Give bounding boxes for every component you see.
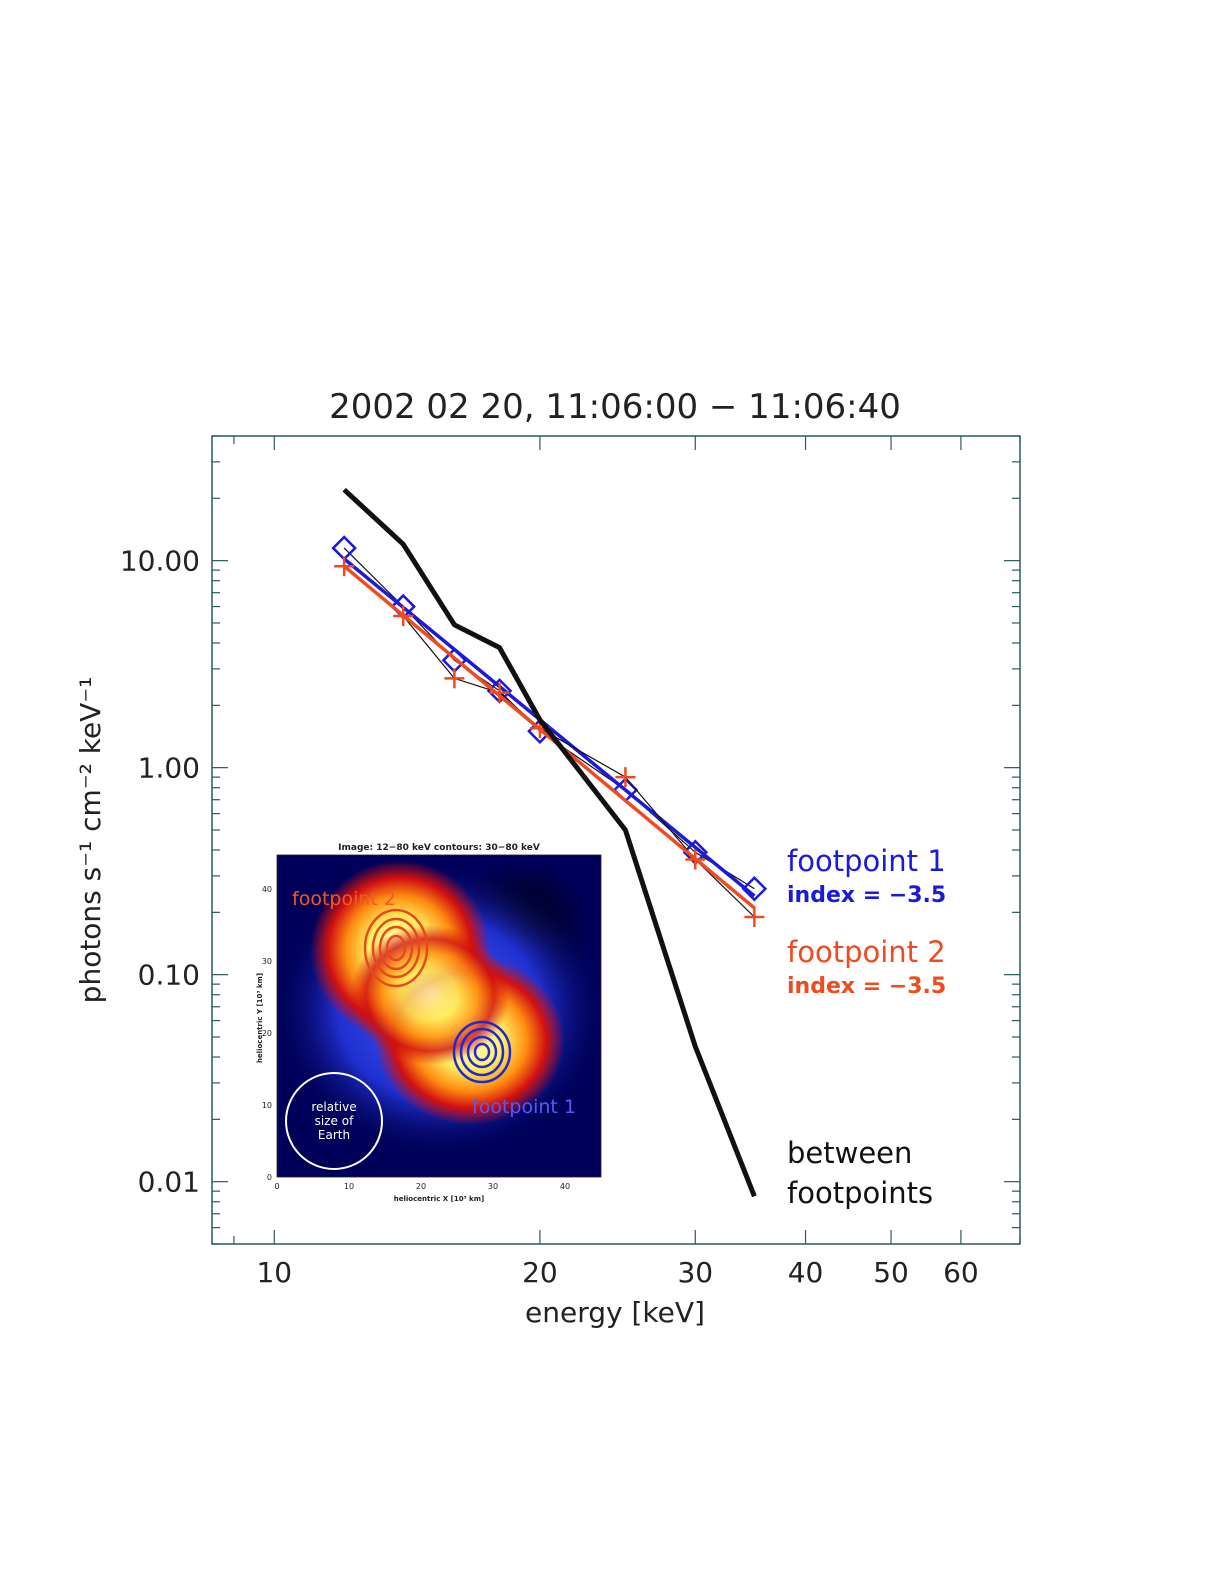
legend-between-line-2: footpoints — [787, 1176, 933, 1210]
plot-frame — [211, 435, 1021, 1245]
inset-label-footpoint-1: footpoint 1 — [472, 1096, 576, 1118]
x-tick-label: 20 — [522, 1256, 558, 1289]
inset-x-tick-label: 10 — [344, 1182, 354, 1191]
earth-label-line-2: size of — [315, 1114, 354, 1128]
x-tick-label: 60 — [943, 1256, 979, 1289]
inset-y-axis-label: heliocentric Y [10³ km] — [256, 973, 264, 1063]
inset-title: Image: 12−80 keV contours: 30−80 keV — [338, 843, 540, 853]
inset-y-tick-label: 10 — [262, 1101, 272, 1110]
y-tick-label: 10.00 — [120, 545, 200, 578]
inset-x-tick-label: 0 — [274, 1182, 279, 1191]
data-point-footpoint-1 — [741, 875, 768, 902]
x-tick-label: 30 — [677, 1256, 713, 1289]
inset-y-tick-labels: 0 10 20 30 40 — [262, 885, 272, 1182]
y-tick-labels: 0.01 0.10 1.00 10.00 — [120, 545, 200, 1199]
series-layer — [331, 487, 768, 1198]
earth-size-circle — [285, 1072, 383, 1170]
inset-y-tick-label: 20 — [262, 1029, 272, 1038]
x-tick-labels: 10 20 30 40 50 60 — [256, 1256, 978, 1289]
inset-x-tick-labels: 0 10 20 30 40 — [274, 1182, 570, 1191]
earth-label-line-1: relative — [311, 1100, 356, 1114]
earth-label-line-3: Earth — [318, 1128, 350, 1142]
inset-y-tick-label: 0 — [267, 1173, 272, 1182]
inset-x-tick-label: 30 — [488, 1182, 498, 1191]
x-tick-label: 40 — [788, 1256, 824, 1289]
legend-between-line-1: between — [787, 1136, 912, 1170]
inset-y-tick-label: 40 — [262, 885, 272, 894]
inset-y-tick-label: 30 — [262, 957, 272, 966]
x-tick-label: 10 — [256, 1256, 292, 1289]
y-tick-label: 1.00 — [138, 752, 200, 785]
inset-contours-footpoint-1 — [452, 1020, 512, 1084]
inset-x-tick-label: 40 — [560, 1182, 570, 1191]
y-tick-label: 0.01 — [138, 1166, 200, 1199]
data-point-footpoint-2 — [334, 556, 355, 577]
series-line-between-footpoints — [342, 487, 757, 1198]
axis-ticks — [212, 435, 1021, 1245]
legend-footpoint-1: footpoint 1 — [787, 844, 946, 878]
legend-footpoint-1-index: index = −3.5 — [787, 883, 946, 908]
data-point-footpoint-2 — [615, 767, 636, 788]
x-tick-label: 50 — [873, 1256, 909, 1289]
inset-x-tick-label: 20 — [416, 1182, 426, 1191]
series-fit-line-2 — [343, 564, 756, 910]
legend-footpoint-2-index: index = −3.5 — [787, 974, 946, 999]
inset-image: Image: 12−80 keV contours: 30−80 keV — [256, 843, 602, 1203]
data-point-footpoint-2 — [444, 668, 465, 689]
data-point-footpoint-2 — [685, 849, 706, 870]
inset-contours-footpoint-2 — [363, 908, 429, 988]
data-point-footpoint-2 — [744, 906, 765, 927]
inset-label-footpoint-2: footpoint 2 — [292, 888, 396, 910]
y-tick-label: 0.10 — [138, 959, 200, 992]
y-axis-label: photons s⁻¹ cm⁻² keV⁻¹ — [74, 677, 107, 1004]
chart-title: 2002 02 20, 11:06:00 − 11:06:40 — [329, 387, 901, 427]
inset-x-axis-label: heliocentric X [10³ km] — [394, 1195, 484, 1203]
data-point-footpoint-2 — [489, 682, 510, 703]
x-axis-label: energy [keV] — [525, 1296, 705, 1329]
data-point-footpoint-2 — [393, 606, 414, 627]
legend-footpoint-2: footpoint 2 — [787, 935, 946, 969]
